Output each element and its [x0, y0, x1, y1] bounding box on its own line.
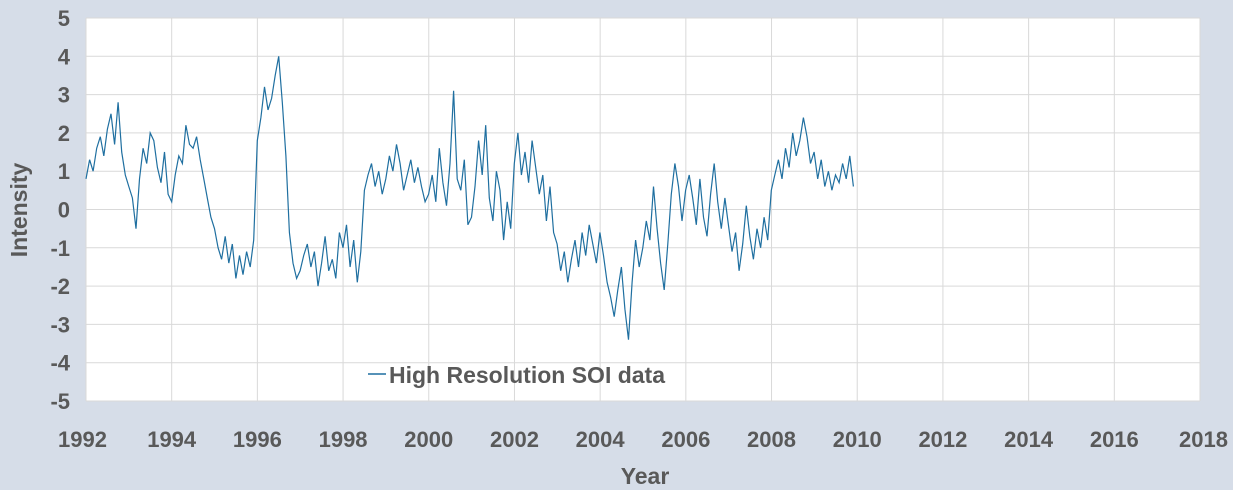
x-tick-label: 2002 [490, 427, 539, 452]
x-tick-label: 2008 [747, 427, 796, 452]
x-tick-label: 1992 [58, 427, 107, 452]
y-tick-label: 3 [58, 83, 70, 108]
x-axis-title: Year [621, 463, 670, 489]
x-tick-label: 1998 [319, 427, 368, 452]
x-tick-label: 2004 [576, 427, 626, 452]
x-tick-label: 2000 [404, 427, 453, 452]
legend: High Resolution SOI data [368, 362, 665, 388]
x-tick-label: 1996 [233, 427, 282, 452]
y-tick-label: -1 [50, 236, 70, 261]
x-tick-label: 2010 [833, 427, 882, 452]
x-tick-label: 2018 [1179, 427, 1228, 452]
x-axis-ticks: 1992 1994 1996 1998 2000 2002 2004 2006 2008 2010… [58, 427, 1228, 452]
y-axis-ticks: 5 4 3 2 1 0 -1 -2 -3 -4 -5 [50, 6, 70, 414]
x-tick-label: 2006 [661, 427, 710, 452]
y-tick-label: 0 [58, 198, 70, 223]
y-axis-title: Intensity [6, 163, 32, 258]
y-tick-label: -3 [50, 312, 70, 337]
y-tick-label: -2 [50, 274, 70, 299]
y-tick-label: 4 [58, 44, 71, 69]
x-tick-label: 1994 [147, 427, 197, 452]
y-tick-label: -4 [50, 351, 70, 376]
y-tick-label: 1 [58, 159, 70, 184]
x-tick-label: 2016 [1090, 427, 1139, 452]
y-tick-label: 5 [58, 6, 70, 31]
y-tick-label: -5 [50, 389, 70, 414]
x-tick-label: 2012 [918, 427, 967, 452]
legend-label: High Resolution SOI data [389, 362, 665, 388]
y-tick-label: 2 [58, 121, 70, 146]
x-tick-label: 2014 [1004, 427, 1054, 452]
soi-line-chart: 5 4 3 2 1 0 -1 -2 -3 -4 -5 1992 1994 1996 1998 2000 200… [0, 0, 1233, 490]
